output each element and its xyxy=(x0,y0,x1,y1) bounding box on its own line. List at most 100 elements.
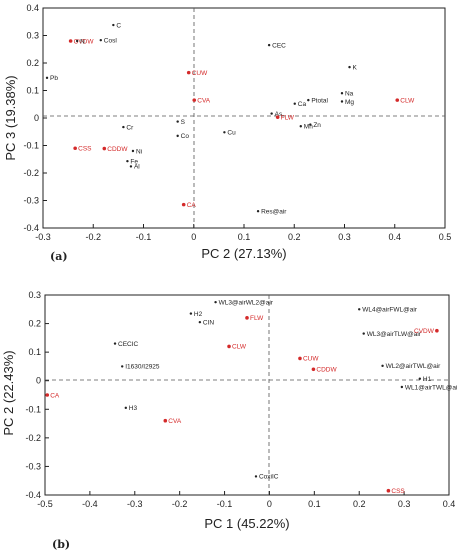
point-label-a-fe-14: Fe xyxy=(130,158,138,165)
point-a-cu-10 xyxy=(223,131,226,134)
x-tick-label-a-3: 0 xyxy=(191,232,196,242)
x-tick-label-a-0: -0.3 xyxy=(35,232,51,242)
point-b-ca-16 xyxy=(45,393,50,397)
point-label-b-flw-2: FLW xyxy=(250,315,264,322)
point-a-cuw-5 xyxy=(186,70,191,75)
point-label-b-cecic-13: CECIC xyxy=(118,341,139,348)
point-b-cuw-8 xyxy=(298,356,302,361)
point-label-b-wl4-airfwl-air-5: WL4@airFWL@air xyxy=(362,307,418,314)
point-label-b-css-19: CSS xyxy=(391,488,405,495)
point-label-a-k-19: K xyxy=(353,64,358,71)
panel-a-label: (a) xyxy=(50,250,68,263)
point-a-na-20 xyxy=(340,92,344,95)
point-label-b-h2-1: H2 xyxy=(194,311,203,318)
x-tick-label-b-0: -0.5 xyxy=(37,499,53,509)
point-label-a-cddw-12: CDDW xyxy=(107,146,128,153)
point-a-ca-23 xyxy=(293,102,296,105)
point-label-a-cosl-2: Cosl xyxy=(104,37,118,44)
point-b-cvdw-7 xyxy=(435,328,439,333)
x-tick-label-b-1: -0.4 xyxy=(82,499,98,509)
point-a-cvdw-0 xyxy=(68,39,73,43)
point-b-h3-15 xyxy=(124,406,128,410)
y-tick-label-b-4: 0 xyxy=(36,376,41,386)
x-tick-label-a-6: 0.3 xyxy=(338,232,351,242)
point-a-cosl-2 xyxy=(99,38,102,42)
point-label-b-h3-15: H3 xyxy=(129,405,138,412)
point-label-a-zn-27: Zn xyxy=(313,122,321,129)
point-a-mn-26 xyxy=(299,125,302,128)
point-a-as-24 xyxy=(270,112,273,115)
panel-b-label: (b) xyxy=(52,538,70,550)
point-a-flw-25 xyxy=(275,115,280,119)
point-label-b-cuw-8: CUW xyxy=(303,356,319,363)
point-b-cddw-9 xyxy=(311,367,316,372)
y-tick-label-a-7: 0.3 xyxy=(26,31,39,41)
y-tick-label-a-2: -0.2 xyxy=(23,168,39,178)
point-a-mg-22 xyxy=(340,100,344,103)
point-a-ptotal-21 xyxy=(307,98,310,102)
panel-b-ticks: -0.5 -0.4 -0.3 -0.2 -0.1 0 0.1 0.2 0.3 0.4-0.4-0.… xyxy=(25,290,455,509)
y-tick-label-a-1: -0.3 xyxy=(23,196,39,206)
point-label-b-wl3-airwl2-air-0: WL3@airWL2@air xyxy=(219,299,274,306)
y-tick-label-a-4: 0 xyxy=(34,113,39,123)
point-label-a-as-24: As xyxy=(275,111,283,118)
point-label-b-h1-11: H1 xyxy=(423,376,432,383)
panel-a-x-axis-label: PC 2 (27.13%) xyxy=(201,246,286,261)
point-label-a-ca-16: CA xyxy=(187,202,197,209)
x-tick-label-b-9: 0.4 xyxy=(443,499,456,509)
point-b-wl2-airtwl-air-10 xyxy=(381,364,384,368)
point-a-co-9 xyxy=(176,134,179,138)
point-a-n-1 xyxy=(75,39,79,43)
x-tick-label-b-4: -0.1 xyxy=(217,499,233,509)
point-label-b-wl2-airtwl-air-10: WL2@airTWL@air xyxy=(386,363,442,370)
point-label-b-coxiic-18: CoxiIC xyxy=(259,474,279,481)
y-tick-label-b-5: 0.1 xyxy=(28,347,41,357)
y-tick-label-a-8: 0.4 xyxy=(26,3,39,13)
point-label-a-al-15: Al xyxy=(134,164,140,171)
panel-a-y-axis-label: PC 3 (19.38%) xyxy=(3,75,18,160)
point-b-clw-4 xyxy=(227,344,231,349)
point-b-i1630-i2925-14 xyxy=(121,365,124,368)
x-tick-label-b-5: 0 xyxy=(267,499,272,509)
point-b-wl3-airtlw-air-6 xyxy=(362,332,365,335)
point-a-pb-4 xyxy=(45,76,49,80)
x-tick-label-a-5: 0.2 xyxy=(288,232,301,242)
point-label-a-s-8: S xyxy=(181,119,186,126)
point-a-cr-7 xyxy=(122,125,125,129)
point-b-css-19 xyxy=(386,488,391,493)
point-label-b-cvdw-7: CVDW xyxy=(414,328,435,335)
point-label-a-ptotal-21: Ptotal xyxy=(311,97,328,104)
point-b-flw-2 xyxy=(245,316,249,320)
point-a-zn-27 xyxy=(309,123,312,126)
point-a-s-8 xyxy=(176,120,179,123)
point-a-al-15 xyxy=(129,165,133,168)
y-tick-label-b-2: -0.2 xyxy=(25,433,41,443)
point-label-b-clw-4: CLW xyxy=(232,344,247,351)
point-label-a-cvdw-0: CVDW xyxy=(74,38,95,45)
point-label-a-n-1: N xyxy=(80,38,85,45)
point-label-a-co-9: Co xyxy=(181,133,190,140)
point-label-b-cddw-9: CDDW xyxy=(316,367,337,374)
x-tick-label-a-1: -0.2 xyxy=(85,232,101,242)
x-tick-label-b-8: 0.3 xyxy=(398,499,411,509)
point-b-cecic-13 xyxy=(113,342,117,345)
point-label-a-cuw-5: CUW xyxy=(192,70,208,77)
y-tick-label-b-0: -0.4 xyxy=(25,490,41,500)
y-tick-label-b-3: -0.1 xyxy=(25,404,41,414)
point-label-b-wl3-airtlw-air-6: WL3@airTLW@air xyxy=(367,331,422,338)
point-b-wl4-airfwl-air-5 xyxy=(358,308,361,311)
x-tick-label-a-4: 0.1 xyxy=(238,232,251,242)
point-label-a-cu-10: Cu xyxy=(227,130,236,137)
point-label-b-wl1-airtwl-air-12: WL1@airTWL@air xyxy=(405,384,457,391)
x-tick-label-b-7: 0.2 xyxy=(353,499,366,509)
panel-b-plot-frame xyxy=(44,294,450,496)
point-label-b-ca-16: CA xyxy=(50,392,60,399)
point-a-ca-16 xyxy=(181,202,186,207)
point-b-cva-17 xyxy=(163,418,168,423)
point-label-b-i1630-i2925-14: I1630/I2925 xyxy=(125,364,160,371)
panel-b-ellipse-bottom xyxy=(266,462,438,496)
x-tick-label-a-8: 0.5 xyxy=(439,232,452,242)
panel-a: -0.3 -0.2 -0.1 0 0.1 0.2 0.3 0.4 0.5-0.4-0.3-0.2… xyxy=(3,3,451,263)
